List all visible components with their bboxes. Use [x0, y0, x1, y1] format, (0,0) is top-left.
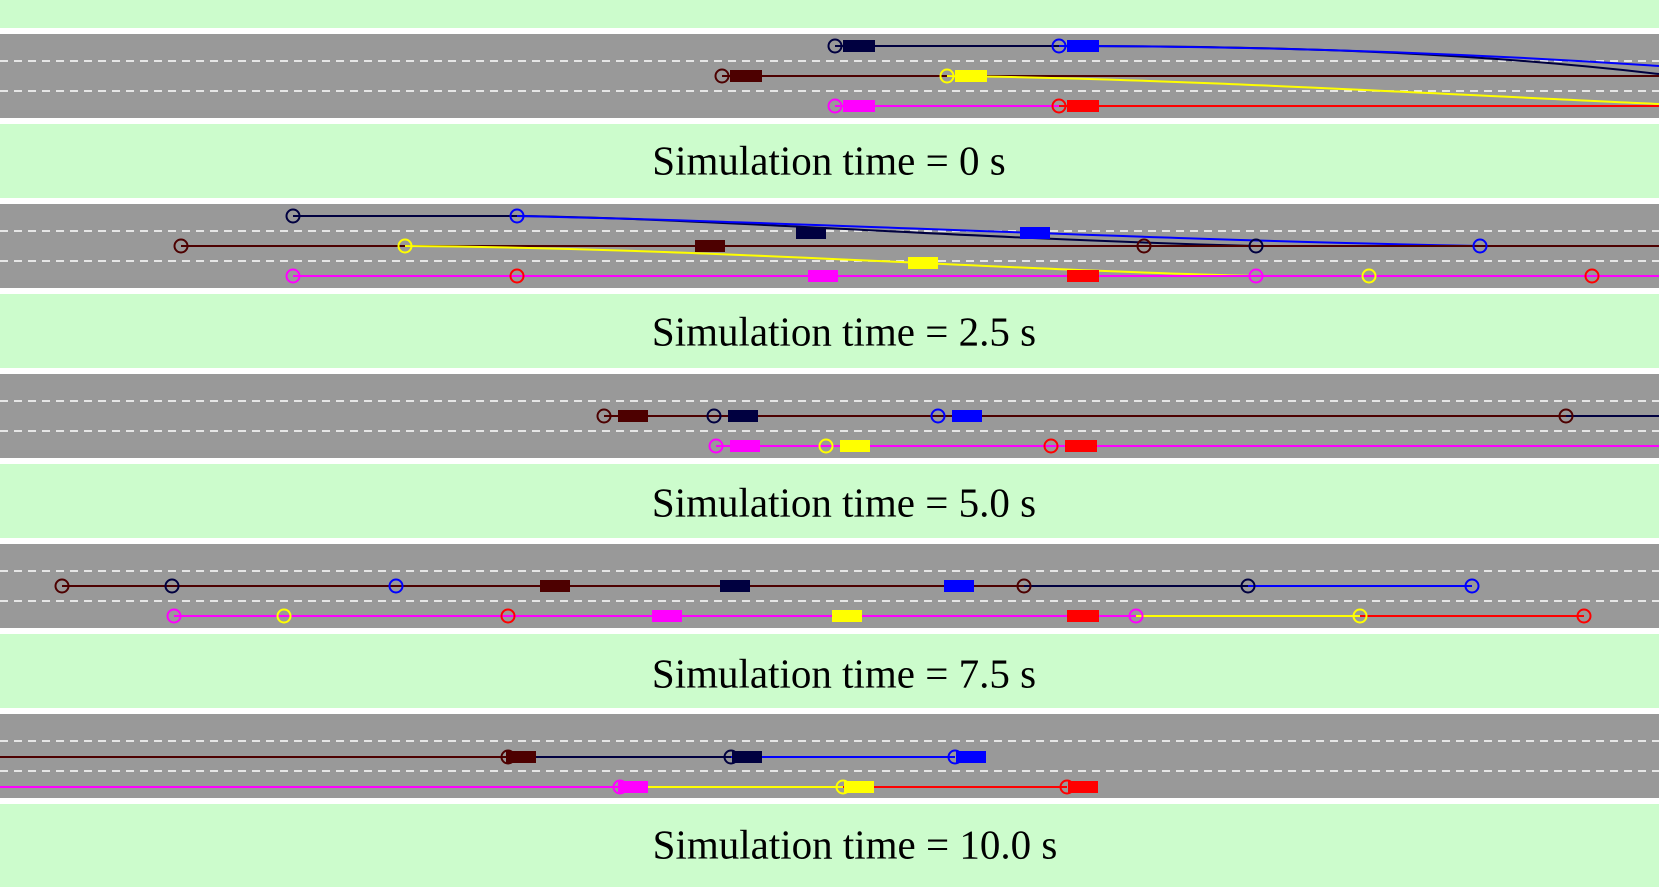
waypoint-marker [708, 438, 724, 454]
caption-strip [0, 464, 1659, 538]
waypoint-marker [827, 38, 843, 54]
waypoint-marker [173, 238, 189, 254]
waypoint-marker [1361, 268, 1377, 284]
vehicle-red [1065, 440, 1097, 452]
waypoint-marker [1136, 238, 1152, 254]
waypoint-marker [509, 208, 525, 224]
waypoint-marker [500, 608, 516, 624]
caption-strip [0, 634, 1659, 708]
waypoint-marker [1248, 238, 1264, 254]
vehicle-yellow [840, 440, 870, 452]
caption-strip [0, 804, 1659, 887]
vehicle-navy [843, 40, 875, 52]
vehicle-blue [1020, 227, 1050, 239]
vehicle-blue [956, 751, 986, 763]
waypoint-marker [1576, 608, 1592, 624]
waypoint-marker [1051, 98, 1067, 114]
panel-caption: Simulation time = 5.0 s [652, 479, 1036, 525]
top-strip [0, 0, 1659, 28]
waypoint-marker [1584, 268, 1600, 284]
waypoint-marker [285, 208, 301, 224]
caption-strip [0, 124, 1659, 198]
vehicle-red [1067, 100, 1099, 112]
vehicle-yellow [844, 781, 874, 793]
trajectory-blue [516, 215, 1659, 247]
waypoint-marker [706, 408, 722, 424]
panel-t5: Simulation time = 5.0 s [0, 374, 1659, 538]
panel-caption: Simulation time = 0 s [652, 137, 1005, 183]
panel-t7-5: Simulation time = 7.5 s [0, 544, 1659, 708]
trajectory-blue [1058, 45, 1659, 67]
caption-strip [0, 294, 1659, 368]
waypoint-marker [164, 578, 180, 594]
vehicle-blue [944, 580, 974, 592]
panel-caption: Simulation time = 7.5 s [652, 650, 1036, 696]
waypoint-marker [1464, 578, 1480, 594]
waypoint-marker [1248, 268, 1264, 284]
waypoint-marker [1128, 608, 1144, 624]
waypoint-marker [397, 238, 413, 254]
waypoint-marker [1240, 578, 1256, 594]
vehicle-maroon [506, 751, 536, 763]
panel-caption: Simulation time = 2.5 s [652, 308, 1036, 354]
vehicle-magenta [730, 440, 760, 452]
waypoint-marker [509, 268, 525, 284]
vehicle-magenta [808, 270, 838, 282]
waypoint-marker [818, 438, 834, 454]
waypoint-marker [276, 608, 292, 624]
vehicle-magenta [652, 610, 682, 622]
panel-caption: Simulation time = 10.0 s [653, 821, 1058, 867]
waypoint-marker [827, 98, 843, 114]
waypoint-marker [388, 578, 404, 594]
vehicle-blue [1067, 40, 1099, 52]
waypoint-marker [1016, 578, 1032, 594]
panel-t0: Simulation time = 0 s [0, 34, 1659, 198]
vehicle-yellow [908, 257, 938, 269]
vehicle-maroon [540, 580, 570, 592]
waypoint-marker [1043, 438, 1059, 454]
vehicle-navy [720, 580, 750, 592]
waypoint-marker [1558, 408, 1574, 424]
vehicle-red [1067, 610, 1099, 622]
vehicle-blue [952, 410, 982, 422]
panel-t10: Simulation time = 10.0 s [0, 714, 1659, 887]
waypoint-marker [714, 68, 730, 84]
vehicle-maroon [730, 70, 762, 82]
waypoint-marker [939, 68, 955, 84]
waypoint-marker [166, 608, 182, 624]
waypoint-marker [285, 268, 301, 284]
waypoint-marker [54, 578, 70, 594]
vehicle-yellow [832, 610, 862, 622]
vehicle-maroon [695, 240, 725, 252]
waypoint-marker [1472, 238, 1488, 254]
waypoint-marker [1051, 38, 1067, 54]
vehicle-navy [796, 227, 826, 239]
trajectory-yellow [404, 245, 1369, 277]
vehicle-yellow [955, 70, 987, 82]
vehicle-navy [732, 751, 762, 763]
waypoint-marker [930, 408, 946, 424]
waypoint-marker [1352, 608, 1368, 624]
vehicle-navy [728, 410, 758, 422]
trajectory-yellow [946, 75, 1659, 105]
vehicle-magenta [618, 781, 648, 793]
vehicle-maroon [618, 410, 648, 422]
vehicle-red [1068, 781, 1098, 793]
vehicle-red [1067, 270, 1099, 282]
panel-t2-5: Simulation time = 2.5 s [0, 204, 1659, 368]
vehicle-magenta [843, 100, 875, 112]
waypoint-marker [596, 408, 612, 424]
